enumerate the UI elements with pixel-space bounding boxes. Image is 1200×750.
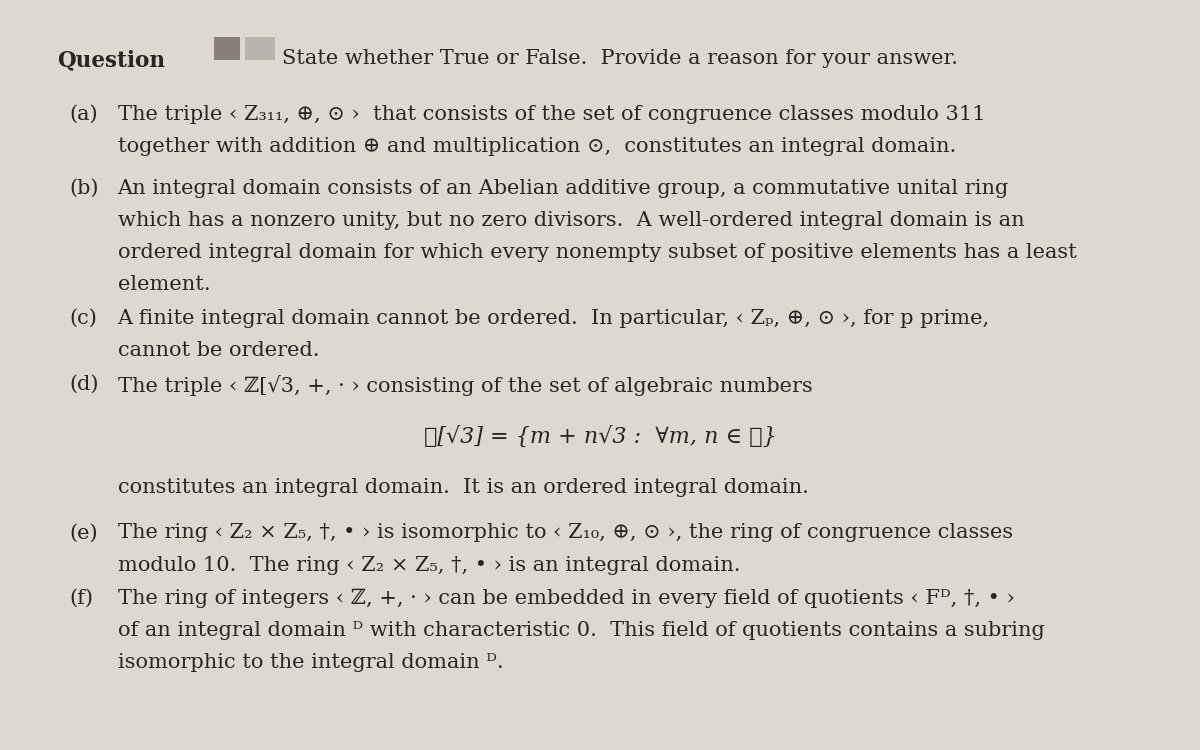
Text: cannot be ordered.: cannot be ordered. — [118, 341, 319, 360]
Text: A finite integral domain cannot be ordered.  In particular, ‹ Zₚ, ⊕, ⊙ ›, for p : A finite integral domain cannot be order… — [118, 309, 990, 328]
Text: constitutes an integral domain.  It is an ordered integral domain.: constitutes an integral domain. It is an… — [118, 478, 809, 496]
Text: Question: Question — [58, 49, 166, 70]
Text: modulo 10.  The ring ‹ Z₂ × Z₅, †, • › is an integral domain.: modulo 10. The ring ‹ Z₂ × Z₅, †, • › is… — [118, 556, 740, 574]
Text: (a): (a) — [70, 105, 98, 124]
Text: (e): (e) — [70, 524, 98, 542]
Text: (f): (f) — [70, 589, 94, 608]
Text: (c): (c) — [70, 309, 97, 328]
Text: isomorphic to the integral domain ᴰ.: isomorphic to the integral domain ᴰ. — [118, 653, 503, 672]
Text: which has a nonzero unity, but no zero divisors.  A well-ordered integral domain: which has a nonzero unity, but no zero d… — [118, 211, 1025, 230]
Text: An integral domain consists of an Abelian additive group, a commutative unital r: An integral domain consists of an Abelia… — [118, 178, 1009, 197]
Text: ℤ[√3] = {m + n√3 :  ∀m, n ∈ ℤ}: ℤ[√3] = {m + n√3 : ∀m, n ∈ ℤ} — [424, 426, 776, 448]
Text: State whether True or False.  Provide a reason for your answer.: State whether True or False. Provide a r… — [282, 49, 958, 68]
Text: ordered integral domain for which every nonempty subset of positive elements has: ordered integral domain for which every … — [118, 243, 1076, 262]
Text: (d): (d) — [70, 375, 100, 394]
Bar — [214, 38, 240, 60]
Text: together with addition ⊕ and multiplication ⊙,  constitutes an integral domain.: together with addition ⊕ and multiplicat… — [118, 137, 956, 156]
Text: (b): (b) — [70, 178, 100, 197]
Text: The ring ‹ Z₂ × Z₅, †, • › is isomorphic to ‹ Z₁₀, ⊕, ⊙ ›, the ring of congruenc: The ring ‹ Z₂ × Z₅, †, • › is isomorphic… — [118, 524, 1013, 542]
Text: The triple ‹ ℤ[√3, +, · › consisting of the set of algebraic numbers: The triple ‹ ℤ[√3, +, · › consisting of … — [118, 375, 812, 396]
Bar — [245, 38, 275, 60]
Text: element.: element. — [118, 275, 210, 294]
Text: of an integral domain ᴰ with characteristic 0.  This field of quotients contains: of an integral domain ᴰ with characteris… — [118, 621, 1044, 640]
Text: The ring of integers ‹ ℤ, +, · › can be embedded in every field of quotients ‹ F: The ring of integers ‹ ℤ, +, · › can be … — [118, 589, 1014, 608]
Text: The triple ‹ Z₃₁₁, ⊕, ⊙ ›  that consists of the set of congruence classes modulo: The triple ‹ Z₃₁₁, ⊕, ⊙ › that consists … — [118, 105, 985, 124]
